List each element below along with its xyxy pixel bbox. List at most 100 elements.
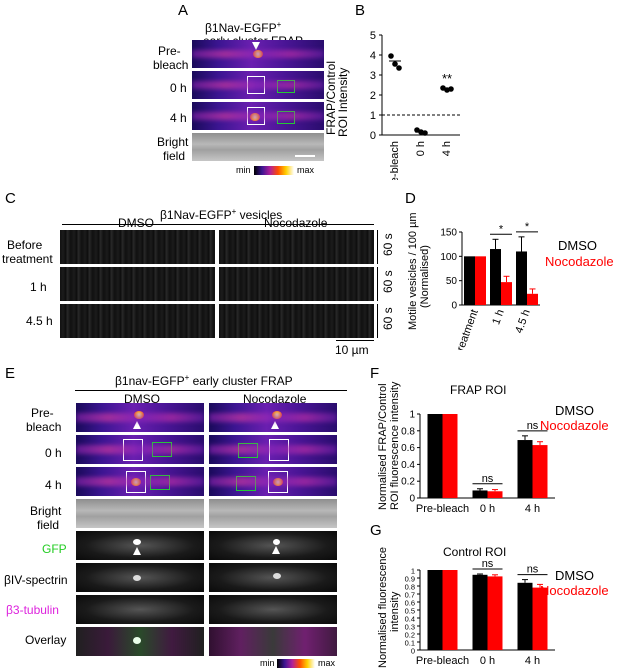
legend-dmso: DMSO [555,403,594,418]
significance-label: ** [442,71,452,86]
significance-label: ns [527,420,539,432]
col-label-dmso: DMSO [118,216,154,230]
micrograph-dmso-gfp [76,531,204,560]
row-label: βIV-spectrin [4,573,68,587]
y-tick-label: 0.2 [401,477,415,488]
y-tick-label: 50 [446,276,458,287]
micrograph-dmso-tubulin [76,595,204,624]
legend-nocodazole: Nocodazole [545,254,614,269]
kymograph-dmso-1h [60,267,215,301]
micrograph-4h [192,102,324,130]
y-tick-label: 1 [411,567,415,576]
significance-label: ns [482,473,494,485]
bar-dmso [427,570,443,650]
row-label: Before [7,238,43,252]
panel-e-title: β1nav-EGFP+ early cluster FRAP [115,373,293,388]
colormap-bar [254,166,294,175]
bar-nocodazole [442,414,458,498]
y-tick-label: 100 [440,252,457,263]
x-tick-label: Pre-bleach [416,655,469,666]
x-tick-label: Pre-bleach [416,503,469,515]
scale-max-label: max [318,658,336,668]
row-label: Bright [30,504,62,518]
bar-nocodazole [532,445,548,498]
data-point [388,53,394,59]
y-tick-label: 0 [411,647,415,656]
bar-nocodazole [501,282,512,305]
bar-nocodazole [532,587,548,650]
y-tick-label: 0.5 [405,607,415,616]
panel-g-title: Control ROI [443,545,507,559]
time-bar [377,230,378,264]
micrograph-dmso-brightfield [76,499,204,528]
panel-f-title: FRAP ROI [450,383,507,397]
chart-f: 0 0.2 0.4 0.6 0.8 1 Pre-bleach 0 h ns 4 h ns [401,410,555,515]
y-tick-label: 0.8 [401,426,415,437]
y-tick-label: 0.2 [405,631,415,640]
bar-dmso [427,414,443,498]
panel-label-f: F [370,365,380,382]
x-tick-label: Before treatment [442,308,481,350]
panel-label-b: B [355,2,366,19]
row-label: 0 h [45,446,62,460]
panel-c-title: β1Nav-EGFP+ vesicles [160,207,283,222]
row-label: field [163,149,186,163]
data-point [422,130,428,136]
time-label: 60 s [381,270,395,293]
row-label: treatment [2,252,53,266]
micrograph-0h [192,71,324,99]
y-tick-label: 150 [440,228,457,239]
micrograph-prebleach [192,40,324,68]
x-tick-label: 4 h [441,141,453,156]
x-tick-label: 0 h [415,141,427,156]
kymograph-noco-before [219,230,374,264]
bar-nocodazole [487,491,503,498]
x-tick-label: 0 h [480,503,495,515]
legend-nocodazole: Nocodazole [540,418,609,433]
panel-label-a: A [178,2,189,19]
chart-g: 00.10.20.30.40.50.60.70.80.91 Pre-bleach 0… [405,558,555,666]
kymograph-noco-4h [219,304,374,338]
bar-dmso [517,440,533,498]
row-label: 4 h [170,111,187,125]
legend-nocodazole: Nocodazole [540,583,609,598]
row-label-tubulin: β3-tubulin [6,603,59,617]
scale-min-label: min [260,658,275,668]
significance-label: * [499,223,504,235]
y-tick-label: 0.7 [405,591,415,600]
row-label: 4 h [45,478,62,492]
time-bar [377,304,378,338]
micrograph-dmso-spectrin [76,563,204,592]
scale-min-label: min [236,165,251,175]
bar-dmso [472,490,488,498]
row-label: Pre- [158,44,181,58]
bar-dmso [472,574,488,650]
x-tick-label: 4 h [525,655,540,666]
legend-dmso: DMSO [555,568,594,583]
x-tick-label: 1 h [490,308,507,326]
row-label: Bright [157,135,189,149]
panel-label-d: D [405,190,416,207]
y-tick-label: 0.9 [405,575,415,584]
significance-label: ns [527,564,539,576]
y-tick-label: 1 [370,110,376,122]
row-label: Pre- [31,406,54,420]
bar-nocodazole [442,570,458,650]
header-rule [75,390,347,391]
x-tick-label: 4.5 h [513,308,533,335]
chart-b: 0 1 2 3 4 5 Pre-bleach 0 h 4 h ** [370,30,460,180]
micrograph-noco-0h [209,435,337,464]
y-tick-label: 1 [409,410,415,421]
panel-a-title: β1Nav-EGFP+ [205,20,282,35]
micrograph-noco-gfp [209,531,337,560]
y-tick-label: 3 [370,70,376,82]
row-label-gfp: GFP [42,542,67,556]
y-tick-label: 0.3 [405,623,415,632]
micrograph-brightfield [192,133,324,161]
micrograph-noco-tubulin [209,595,337,624]
significance-label: ns [482,558,494,570]
row-label: Overlay [25,633,67,647]
y-tick-label: 5 [370,30,376,42]
colormap-bar [277,659,315,668]
col-label-nocodazole: Nocodazole [264,216,328,230]
